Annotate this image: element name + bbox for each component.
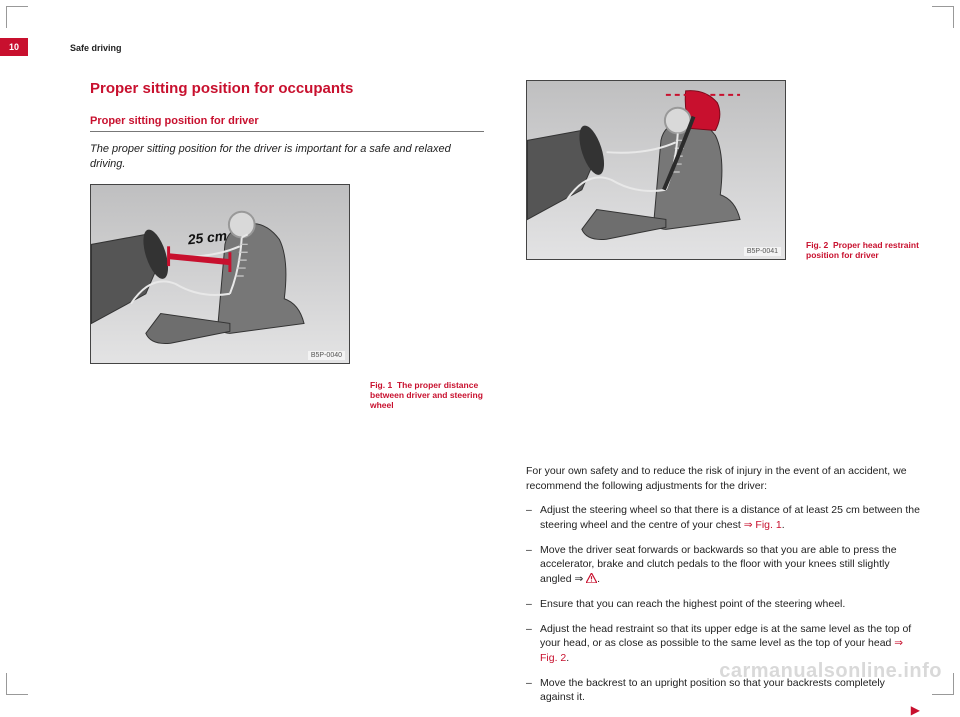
- left-column: Proper sitting position for occupants Pr…: [90, 80, 484, 715]
- right-column: B5P-0041 Fig. 2 Proper head restraint po…: [526, 80, 920, 715]
- watermark: carmanualsonline.info: [719, 660, 942, 683]
- bullet-text: Adjust the steering wheel so that there …: [540, 504, 920, 531]
- page-content: Proper sitting position for occupants Pr…: [90, 80, 920, 715]
- page-number-tab: 10: [0, 38, 28, 56]
- figure-2-caption: Fig. 2 Proper head restraint position fo…: [806, 240, 926, 260]
- warning-icon: [586, 573, 597, 583]
- intro-text: The proper sitting position for the driv…: [90, 142, 484, 172]
- section-subtitle: Proper sitting position for driver: [90, 115, 484, 132]
- continue-arrow-icon: ▶: [911, 703, 920, 717]
- page-title: Proper sitting position for occupants: [90, 80, 484, 97]
- figure-1-tag: B5P-0040: [308, 351, 345, 360]
- list-item: Adjust the head restraint so that its up…: [526, 622, 920, 666]
- crop-mark-tl: [6, 6, 28, 28]
- list-item: Adjust the steering wheel so that there …: [526, 503, 920, 532]
- crop-mark-tr: [932, 6, 954, 28]
- bullet-text: Ensure that you can reach the highest po…: [540, 598, 845, 610]
- section-header: Safe driving: [70, 43, 122, 53]
- bullet-tail: .: [597, 573, 600, 585]
- figure-2: B5P-0041: [526, 80, 786, 260]
- body-intro: For your own safety and to reduce the ri…: [526, 464, 920, 493]
- figure-2-illustration: [527, 81, 785, 259]
- list-item: Ensure that you can reach the highest po…: [526, 597, 920, 612]
- list-item: Move the driver seat forwards or backwar…: [526, 543, 920, 587]
- bullet-tail: .: [782, 519, 785, 531]
- figure-ref: ⇒ Fig. 1: [744, 519, 782, 531]
- figure-2-tag: B5P-0041: [744, 247, 781, 256]
- figure-1: 25 cm B5P-0040: [90, 184, 350, 364]
- crop-mark-bl: [6, 673, 28, 695]
- figure-1-caption-bold: Fig. 1: [370, 380, 392, 390]
- figure-2-caption-bold: Fig. 2: [806, 240, 828, 250]
- bullet-text: Adjust the head restraint so that its up…: [540, 623, 911, 650]
- figure-1-distance-label: 25 cm: [186, 227, 228, 247]
- bullet-tail: .: [566, 652, 569, 664]
- figure-1-caption: Fig. 1 The proper distance between drive…: [370, 380, 490, 411]
- figure-1-illustration: 25 cm: [91, 185, 349, 363]
